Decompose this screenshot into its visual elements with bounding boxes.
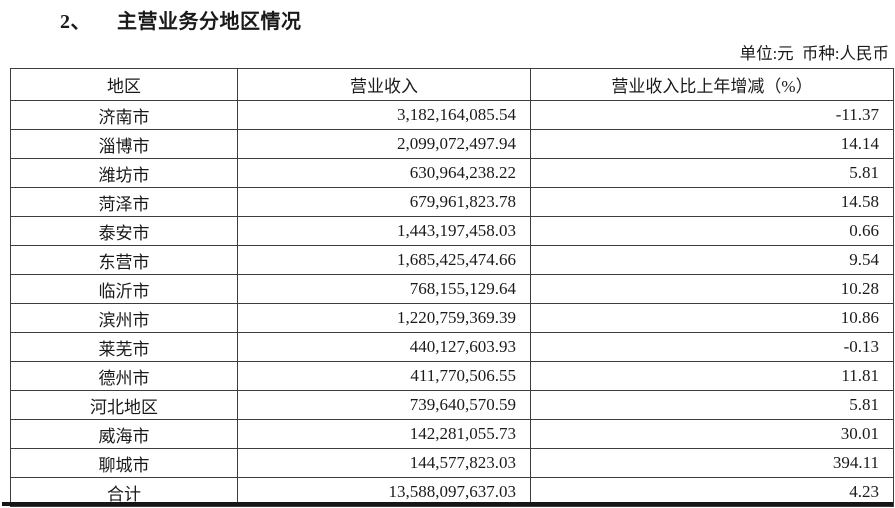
revenue-change-cell: 14.14 <box>530 129 894 159</box>
section-title-text: 主营业务分地区情况 <box>117 11 302 33</box>
table-row: 东营市 1,685,425,474.66 9.54 <box>10 245 894 275</box>
table-row: 临沂市 768,155,129.64 10.28 <box>10 274 894 304</box>
table-row: 潍坊市 630,964,238.22 5.81 <box>10 158 894 188</box>
region-cell: 威海市 <box>10 419 238 449</box>
table-row: 滨州市 1,220,759,369.39 10.86 <box>10 303 894 333</box>
section-number: 2、 <box>60 11 91 33</box>
revenue-change-cell: 5.81 <box>530 158 894 188</box>
revenue-cell: 739,640,570.59 <box>237 390 531 420</box>
region-cell: 德州市 <box>10 361 238 391</box>
region-cell: 莱芜市 <box>10 332 238 362</box>
revenue-change-cell: -0.13 <box>530 332 894 362</box>
table-row: 聊城市 144,577,823.03 394.11 <box>10 448 894 478</box>
region-cell: 菏泽市 <box>10 187 238 217</box>
region-cell: 聊城市 <box>10 448 238 478</box>
revenue-cell: 1,685,425,474.66 <box>237 245 531 275</box>
revenue-cell: 1,443,197,458.03 <box>237 216 531 246</box>
revenue-change-cell: 10.28 <box>530 274 894 304</box>
unit-currency-note: 单位:元 币种:人民币 <box>739 44 889 63</box>
table-header-row: 地区 营业收入 营业收入比上年增减（%） <box>10 68 894 101</box>
revenue-change-cell: 9.54 <box>530 245 894 275</box>
table-row: 威海市 142,281,055.73 30.01 <box>10 419 894 449</box>
revenue-cell: 630,964,238.22 <box>237 158 531 188</box>
table-row: 淄博市 2,099,072,497.94 14.14 <box>10 129 894 159</box>
revenue-change-cell: 14.58 <box>530 187 894 217</box>
region-cell: 济南市 <box>10 100 238 130</box>
header-revenue-change: 营业收入比上年增减（%） <box>530 68 894 101</box>
table-row: 莱芜市 440,127,603.93 -0.13 <box>10 332 894 362</box>
table-row: 德州市 411,770,506.55 11.81 <box>10 361 894 391</box>
revenue-change-cell: 10.86 <box>530 303 894 333</box>
revenue-cell: 142,281,055.73 <box>237 419 531 449</box>
revenue-cell: 144,577,823.03 <box>237 448 531 478</box>
revenue-change-cell: 30.01 <box>530 419 894 449</box>
region-cell: 泰安市 <box>10 216 238 246</box>
region-cell: 临沂市 <box>10 274 238 304</box>
region-cell: 滨州市 <box>10 303 238 333</box>
revenue-cell: 2,099,072,497.94 <box>237 129 531 159</box>
revenue-change-cell: 11.81 <box>530 361 894 391</box>
table-row: 泰安市 1,443,197,458.03 0.66 <box>10 216 894 246</box>
revenue-cell: 768,155,129.64 <box>237 274 531 304</box>
region-cell: 淄博市 <box>10 129 238 159</box>
page-bottom-rule <box>2 502 893 506</box>
revenue-cell: 1,220,759,369.39 <box>237 303 531 333</box>
revenue-cell: 440,127,603.93 <box>237 332 531 362</box>
revenue-cell: 3,182,164,085.54 <box>237 100 531 130</box>
region-revenue-table: 地区 营业收入 营业收入比上年增减（%） 济南市 3,182,164,085.5… <box>10 68 894 507</box>
table-row: 济南市 3,182,164,085.54 -11.37 <box>10 100 894 130</box>
revenue-change-cell: 394.11 <box>530 448 894 478</box>
region-cell: 东营市 <box>10 245 238 275</box>
table-row: 河北地区 739,640,570.59 5.81 <box>10 390 894 420</box>
header-revenue: 营业收入 <box>237 68 531 101</box>
region-cell: 河北地区 <box>10 390 238 420</box>
table-row: 菏泽市 679,961,823.78 14.58 <box>10 187 894 217</box>
section-title: 2、 主营业务分地区情况 <box>60 5 302 34</box>
revenue-change-cell: 5.81 <box>530 390 894 420</box>
revenue-cell: 679,961,823.78 <box>237 187 531 217</box>
header-region: 地区 <box>10 68 238 101</box>
region-cell: 潍坊市 <box>10 158 238 188</box>
revenue-cell: 411,770,506.55 <box>237 361 531 391</box>
revenue-change-cell: 0.66 <box>530 216 894 246</box>
table-body: 济南市 3,182,164,085.54 -11.37 淄博市 2,099,07… <box>10 100 894 507</box>
revenue-change-cell: -11.37 <box>530 100 894 130</box>
